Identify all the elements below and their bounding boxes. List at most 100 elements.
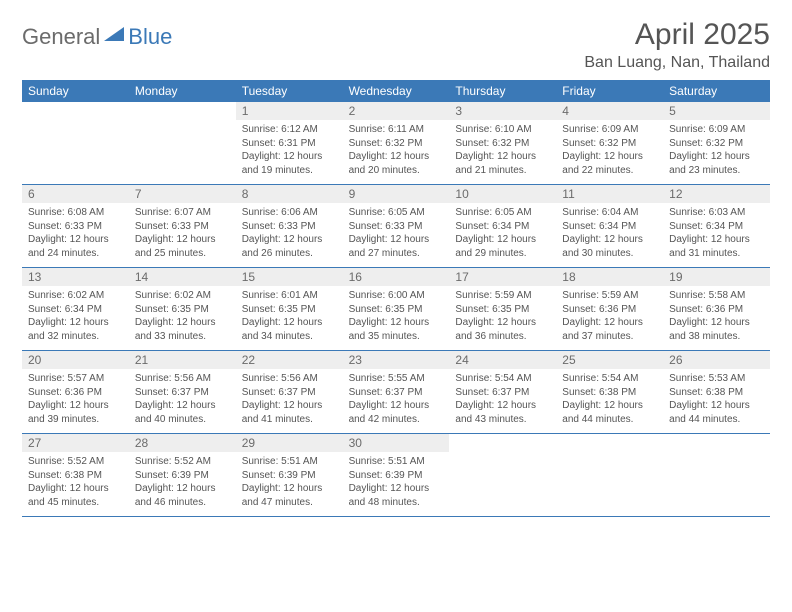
day-number: 25 — [556, 351, 663, 369]
day-22: 22Sunrise: 5:56 AMSunset: 6:37 PMDayligh… — [236, 351, 343, 433]
dow-wednesday: Wednesday — [343, 80, 450, 102]
day-28: 28Sunrise: 5:52 AMSunset: 6:39 PMDayligh… — [129, 434, 236, 516]
day-3: 3Sunrise: 6:10 AMSunset: 6:32 PMDaylight… — [449, 102, 556, 184]
day-details: Sunrise: 6:09 AMSunset: 6:32 PMDaylight:… — [663, 120, 770, 181]
week-row: 13Sunrise: 6:02 AMSunset: 6:34 PMDayligh… — [22, 268, 770, 351]
day-number: 19 — [663, 268, 770, 286]
day-number: 13 — [22, 268, 129, 286]
day-8: 8Sunrise: 6:06 AMSunset: 6:33 PMDaylight… — [236, 185, 343, 267]
day-number: 21 — [129, 351, 236, 369]
day-number: 6 — [22, 185, 129, 203]
month-title: April 2025 — [584, 18, 770, 52]
day-26: 26Sunrise: 5:53 AMSunset: 6:38 PMDayligh… — [663, 351, 770, 433]
day-empty: .. — [556, 434, 663, 516]
day-number: 8 — [236, 185, 343, 203]
day-details: Sunrise: 6:09 AMSunset: 6:32 PMDaylight:… — [556, 120, 663, 181]
day-number: 3 — [449, 102, 556, 120]
day-number: 1 — [236, 102, 343, 120]
day-4: 4Sunrise: 6:09 AMSunset: 6:32 PMDaylight… — [556, 102, 663, 184]
calendar: SundayMondayTuesdayWednesdayThursdayFrid… — [22, 80, 770, 517]
location: Ban Luang, Nan, Thailand — [584, 54, 770, 72]
day-number: 5 — [663, 102, 770, 120]
week-row: 27Sunrise: 5:52 AMSunset: 6:38 PMDayligh… — [22, 434, 770, 517]
day-number: 16 — [343, 268, 450, 286]
dow-friday: Friday — [556, 80, 663, 102]
day-details: Sunrise: 6:05 AMSunset: 6:33 PMDaylight:… — [343, 203, 450, 264]
day-number: 20 — [22, 351, 129, 369]
day-details: Sunrise: 5:51 AMSunset: 6:39 PMDaylight:… — [343, 452, 450, 513]
day-number: 30 — [343, 434, 450, 452]
day-details: Sunrise: 6:12 AMSunset: 6:31 PMDaylight:… — [236, 120, 343, 181]
day-number: 9 — [343, 185, 450, 203]
day-9: 9Sunrise: 6:05 AMSunset: 6:33 PMDaylight… — [343, 185, 450, 267]
dow-saturday: Saturday — [663, 80, 770, 102]
day-details: Sunrise: 6:10 AMSunset: 6:32 PMDaylight:… — [449, 120, 556, 181]
day-number: 10 — [449, 185, 556, 203]
day-empty: .. — [663, 434, 770, 516]
day-12: 12Sunrise: 6:03 AMSunset: 6:34 PMDayligh… — [663, 185, 770, 267]
day-5: 5Sunrise: 6:09 AMSunset: 6:32 PMDaylight… — [663, 102, 770, 184]
logo-text-general: General — [22, 24, 100, 50]
week-row: ....1Sunrise: 6:12 AMSunset: 6:31 PMDayl… — [22, 102, 770, 185]
header: General Blue April 2025 Ban Luang, Nan, … — [22, 18, 770, 72]
day-number: 7 — [129, 185, 236, 203]
day-details: Sunrise: 5:56 AMSunset: 6:37 PMDaylight:… — [236, 369, 343, 430]
day-number: 22 — [236, 351, 343, 369]
day-11: 11Sunrise: 6:04 AMSunset: 6:34 PMDayligh… — [556, 185, 663, 267]
day-details: Sunrise: 5:54 AMSunset: 6:38 PMDaylight:… — [556, 369, 663, 430]
day-25: 25Sunrise: 5:54 AMSunset: 6:38 PMDayligh… — [556, 351, 663, 433]
day-details: Sunrise: 5:54 AMSunset: 6:37 PMDaylight:… — [449, 369, 556, 430]
day-24: 24Sunrise: 5:54 AMSunset: 6:37 PMDayligh… — [449, 351, 556, 433]
day-number: 12 — [663, 185, 770, 203]
day-number: 18 — [556, 268, 663, 286]
day-14: 14Sunrise: 6:02 AMSunset: 6:35 PMDayligh… — [129, 268, 236, 350]
day-empty: .. — [129, 102, 236, 184]
day-empty: .. — [449, 434, 556, 516]
logo-triangle-icon — [104, 27, 124, 41]
day-20: 20Sunrise: 5:57 AMSunset: 6:36 PMDayligh… — [22, 351, 129, 433]
day-details: Sunrise: 5:57 AMSunset: 6:36 PMDaylight:… — [22, 369, 129, 430]
day-29: 29Sunrise: 5:51 AMSunset: 6:39 PMDayligh… — [236, 434, 343, 516]
day-details: Sunrise: 6:06 AMSunset: 6:33 PMDaylight:… — [236, 203, 343, 264]
day-10: 10Sunrise: 6:05 AMSunset: 6:34 PMDayligh… — [449, 185, 556, 267]
day-details: Sunrise: 5:56 AMSunset: 6:37 PMDaylight:… — [129, 369, 236, 430]
day-number: 15 — [236, 268, 343, 286]
day-details: Sunrise: 5:51 AMSunset: 6:39 PMDaylight:… — [236, 452, 343, 513]
dow-thursday: Thursday — [449, 80, 556, 102]
day-details: Sunrise: 6:08 AMSunset: 6:33 PMDaylight:… — [22, 203, 129, 264]
day-7: 7Sunrise: 6:07 AMSunset: 6:33 PMDaylight… — [129, 185, 236, 267]
week-row: 20Sunrise: 5:57 AMSunset: 6:36 PMDayligh… — [22, 351, 770, 434]
day-details: Sunrise: 6:02 AMSunset: 6:35 PMDaylight:… — [129, 286, 236, 347]
day-2: 2Sunrise: 6:11 AMSunset: 6:32 PMDaylight… — [343, 102, 450, 184]
day-details: Sunrise: 6:11 AMSunset: 6:32 PMDaylight:… — [343, 120, 450, 181]
title-block: April 2025 Ban Luang, Nan, Thailand — [584, 18, 770, 72]
day-number: 24 — [449, 351, 556, 369]
day-details: Sunrise: 5:59 AMSunset: 6:36 PMDaylight:… — [556, 286, 663, 347]
dow-sunday: Sunday — [22, 80, 129, 102]
day-details: Sunrise: 6:05 AMSunset: 6:34 PMDaylight:… — [449, 203, 556, 264]
day-number: 29 — [236, 434, 343, 452]
day-details: Sunrise: 6:04 AMSunset: 6:34 PMDaylight:… — [556, 203, 663, 264]
logo-text-blue: Blue — [128, 24, 172, 50]
day-17: 17Sunrise: 5:59 AMSunset: 6:35 PMDayligh… — [449, 268, 556, 350]
day-details: Sunrise: 6:03 AMSunset: 6:34 PMDaylight:… — [663, 203, 770, 264]
day-number: 2 — [343, 102, 450, 120]
day-13: 13Sunrise: 6:02 AMSunset: 6:34 PMDayligh… — [22, 268, 129, 350]
day-number: 11 — [556, 185, 663, 203]
day-details: Sunrise: 6:02 AMSunset: 6:34 PMDaylight:… — [22, 286, 129, 347]
dow-row: SundayMondayTuesdayWednesdayThursdayFrid… — [22, 80, 770, 102]
day-details: Sunrise: 6:01 AMSunset: 6:35 PMDaylight:… — [236, 286, 343, 347]
day-number: 27 — [22, 434, 129, 452]
day-details: Sunrise: 5:59 AMSunset: 6:35 PMDaylight:… — [449, 286, 556, 347]
day-16: 16Sunrise: 6:00 AMSunset: 6:35 PMDayligh… — [343, 268, 450, 350]
day-details: Sunrise: 6:00 AMSunset: 6:35 PMDaylight:… — [343, 286, 450, 347]
day-empty: .. — [22, 102, 129, 184]
day-19: 19Sunrise: 5:58 AMSunset: 6:36 PMDayligh… — [663, 268, 770, 350]
day-details: Sunrise: 5:53 AMSunset: 6:38 PMDaylight:… — [663, 369, 770, 430]
day-number: 4 — [556, 102, 663, 120]
day-21: 21Sunrise: 5:56 AMSunset: 6:37 PMDayligh… — [129, 351, 236, 433]
day-details: Sunrise: 6:07 AMSunset: 6:33 PMDaylight:… — [129, 203, 236, 264]
day-23: 23Sunrise: 5:55 AMSunset: 6:37 PMDayligh… — [343, 351, 450, 433]
day-number: 26 — [663, 351, 770, 369]
day-details: Sunrise: 5:55 AMSunset: 6:37 PMDaylight:… — [343, 369, 450, 430]
